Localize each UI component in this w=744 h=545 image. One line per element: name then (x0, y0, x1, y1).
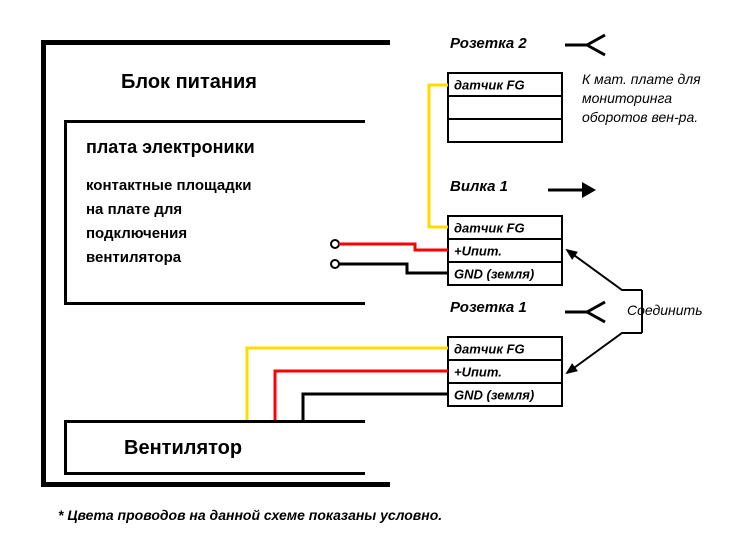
plug1-title: Вилка 1 (450, 178, 508, 197)
join-arrow-lower (567, 333, 642, 373)
socket1-connector-row-1: +Uпит. (454, 365, 502, 380)
plug1-connector-row-2: GND (земля) (454, 267, 534, 282)
fan-title: Вентилятор (124, 436, 242, 461)
join-label: Соединить (627, 302, 703, 320)
footnote: * Цвета проводов на данной схеме показан… (58, 507, 442, 525)
socket1-connector-row-2: GND (земля) (454, 388, 534, 403)
socket2-title: Розетка 2 (450, 35, 527, 54)
socket1-title: Розетка 1 (450, 299, 527, 318)
socket1-connector (448, 337, 562, 406)
socket2-connector-row-0: датчик FG (454, 78, 525, 93)
plug1-connector-row-0: датчик FG (454, 221, 525, 236)
electronics-title: плата электроники (86, 136, 255, 159)
psu-title: Блок питания (121, 70, 257, 95)
socket1-connector-row-0: датчик FG (454, 342, 525, 357)
motherboard-note: К мат. плате для мониторинга оборотов ве… (582, 70, 701, 127)
electronics-body-text: контактные площадки на плате для подключ… (86, 174, 251, 270)
plug1-connector (448, 216, 562, 285)
wire-yellow_fg_tap (429, 85, 448, 227)
socket2-connector (448, 73, 562, 142)
join-arrow-upper (567, 250, 642, 290)
plug1-connector-row-1: +Uпит. (454, 244, 502, 259)
